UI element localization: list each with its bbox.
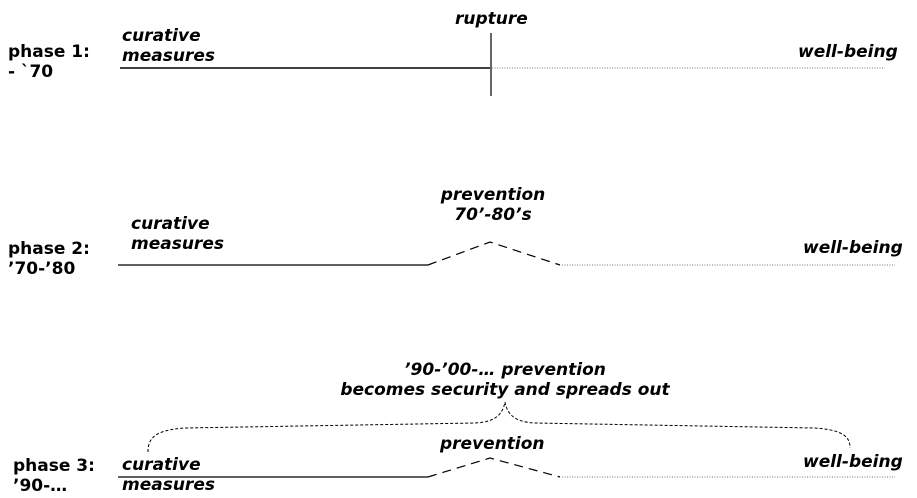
phase2-label: phase 2: ’70-’80	[8, 239, 90, 279]
phase2-wellbeing-label: well-being	[803, 238, 903, 258]
phase2-label-line2: ’70-’80	[8, 259, 76, 279]
phase2-prevention-label: prevention 70’-80’s	[418, 185, 568, 225]
phase2-prevention-line2: 70’-80’s	[454, 205, 532, 225]
phase2-prevention-line	[427, 241, 561, 266]
phase3-label-line2: ’90-…	[13, 476, 68, 496]
phase2-curative-line1: curative	[131, 214, 210, 234]
phase1-wellbeing-label: well-being	[798, 42, 898, 62]
phase1-curative-line1: curative	[122, 26, 201, 46]
phase3-prevention-label: prevention	[440, 434, 545, 454]
phase3-prevention-line	[427, 457, 561, 478]
phase1-rupture-label: rupture	[455, 9, 528, 29]
phase3-curative-label: curative measures	[122, 455, 215, 495]
phase1-label: phase 1: - `70	[8, 42, 90, 82]
phase3-wellbeing-label: well-being	[803, 452, 903, 472]
phase3-label: phase 3: ’90-…	[13, 456, 95, 496]
phase3-label-line1: phase 3:	[13, 456, 95, 476]
phase3-security-line2: becomes security and spreads out	[340, 380, 670, 400]
phase1-curative-label: curative measures	[122, 26, 215, 66]
phase2-prevention-line1: prevention	[440, 185, 546, 205]
phase2-label-line1: phase 2:	[8, 239, 90, 259]
phase2-curative-label: curative measures	[131, 214, 224, 254]
phase1-label-line2: - `70	[8, 62, 54, 82]
phase3-security-label: ’90-’00-… prevention becomes security an…	[310, 360, 700, 400]
phase3-security-brace	[147, 401, 851, 453]
phase3-curative-line1: curative	[122, 455, 201, 475]
phase3-curative-line2: measures	[122, 475, 215, 495]
phase3-security-line1: ’90-’00-… prevention	[404, 360, 606, 380]
phase1-curative-line2: measures	[122, 46, 215, 66]
phase2-curative-line2: measures	[131, 234, 224, 254]
phase1-label-line1: phase 1:	[8, 42, 90, 62]
